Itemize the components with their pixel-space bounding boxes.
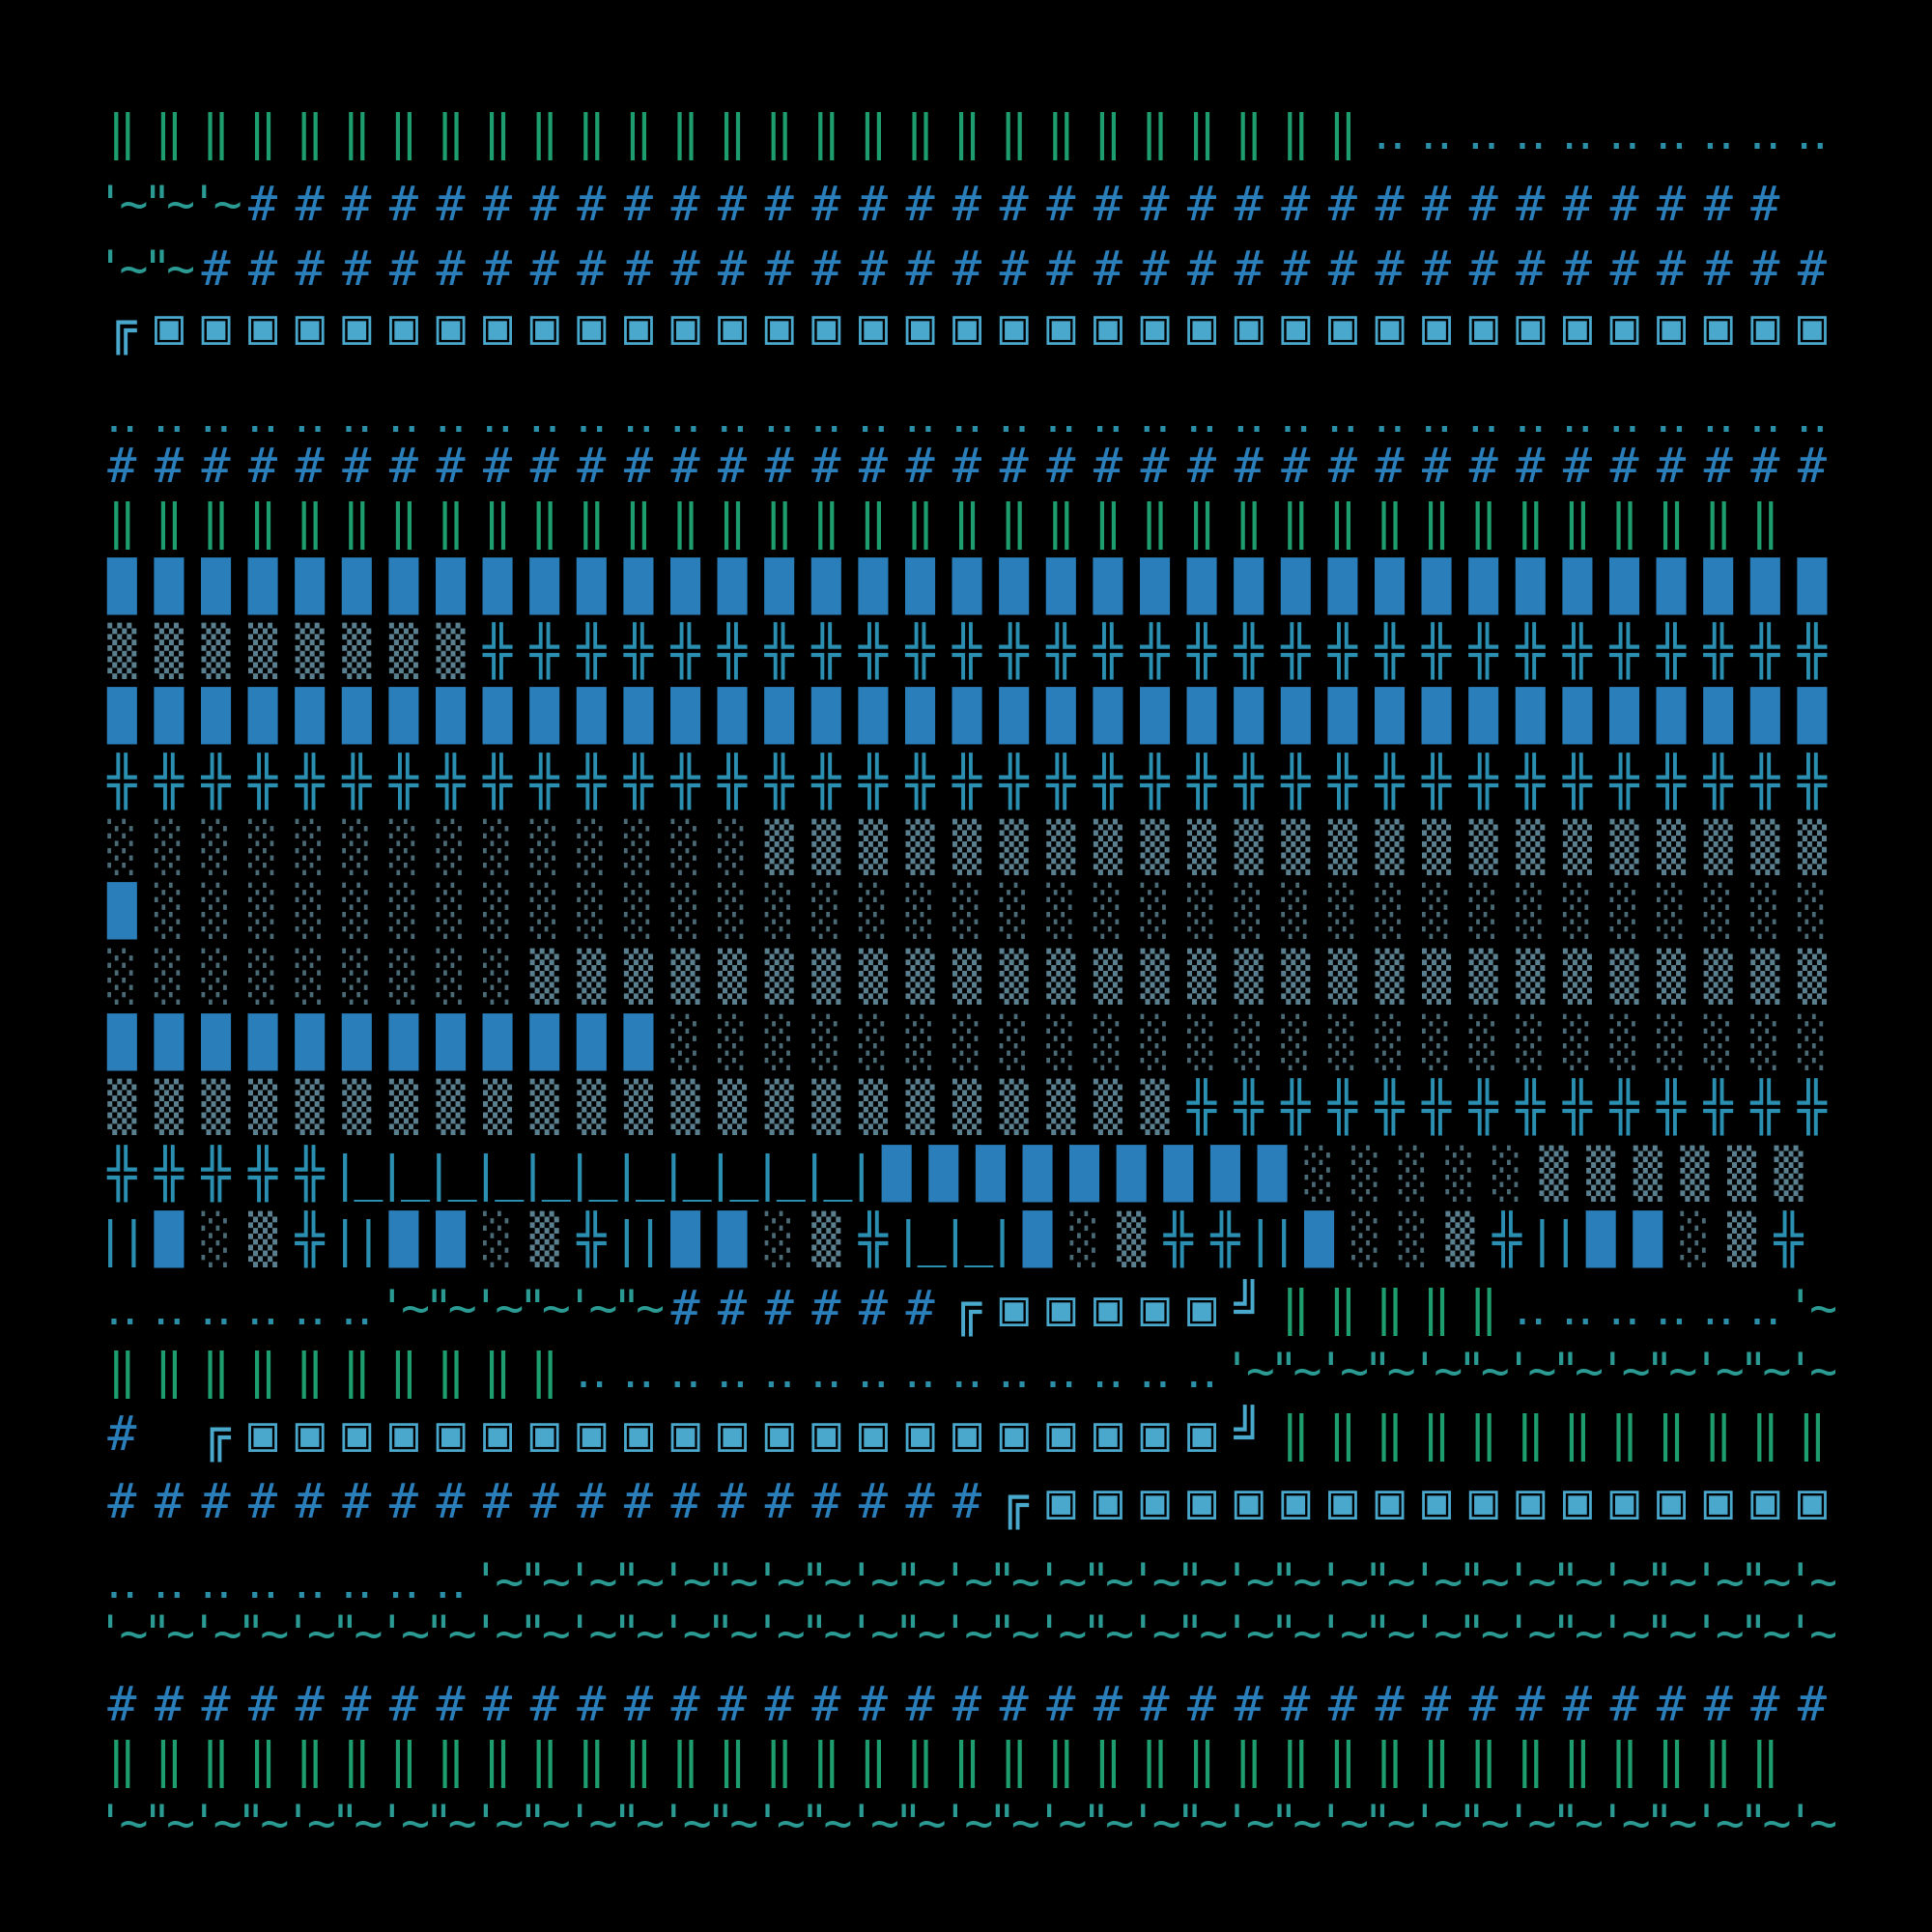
glyph-row: █ █ █ █ █ █ █ █ █ █ █ █ █ █ █ █ █ █ █ █ █ █ █ █ █ █ █ █ █ █ █ █ █ █ █ █ █	[106, 557, 1828, 615]
glyph-row: '~"~'~"~'~"~'~"~'~"~'~"~'~"~'~"~'~"~'~"~…	[96, 1795, 1932, 1851]
glyph-row: ‥ ‥ ‥ ‥ ‥ ‥ ‥ ‥ ‥ ‥ ‥ ‥ ‥ ‥ ‥ ‥ ‥ ‥ ‥ ‥ ‥ ‥ ‥ ‥ ‥ ‥ ‥ ‥ ‥ ‥ ‥ ‥ ‥ ‥ ‥ ‥ ‥	[106, 387, 1829, 443]
glyph-row: # # # # # # # # # # # # # # # # # # # # # # # # # # # # # # # # # # # # #	[107, 438, 1827, 494]
glyph-row: █ █ █ █ █ █ █ █ █ █ █ █ █ █ █ █ █ █ █ █ █ █ █ █ █ █ █ █ █ █ █ █ █ █ █ █ █	[106, 687, 1828, 745]
glyph-row: '~"~'~"~'~"~'~"~'~"~'~"~'~"~'~"~'~"~'~"~…	[96, 1605, 1932, 1662]
glyph-row: ‖ ‖ ‖ ‖ ‖ ‖ ‖ ‖ ‖ ‖ ‖ ‖ ‖ ‖ ‖ ‖ ‖ ‖ ‖ ‖ ‖ ‖ ‖ ‖ ‖ ‖ ‖ ‥ ‥ ‥ ‥ ‥ ‥ ‥ ‥ ‥ ‥	[107, 104, 1828, 160]
glyph-row: ‥ ‥ ‥ ‥ ‥ ‥'~"~'~"~'~"~ # # # # # # ╔ ▣ ▣ ▣ ▣ ▣ ╝ ‖ ‖ ‖ ‖ ‖ ‥ ‥ ‥ ‥…	[106, 1279, 1886, 1337]
glyph-row: █ █ █ █ █ █ █ █ █ █ █ █ ░ ░ ░ ░ ░ ░ ░ ░ ░ ░ ░ ░ ░ ░ ░ ░ ░ ░ ░ ░ ░ ░ ░ ░ ░	[106, 1013, 1827, 1071]
glyph-row: ‖ ‖ ‖ ‖ ‖ ‖ ‖ ‖ ‖ ‖ ‖ ‖ ‖ ‖ ‖ ‖ ‖ ‖ ‖ ‖ ‖ ‖ ‖ ‖ ‖ ‖ ‖ ‖ ‖ ‖ ‖ ‖ ‖ ‖ ‖ ‖	[107, 494, 1779, 550]
glyph-row: # ╔▣▣▣▣▣▣▣▣▣▣▣▣▣▣▣▣▣▣▣▣▣╝‖‖‖‖‖‖‖‖‖‖‖‖‖	[107, 1405, 1873, 1463]
glyph-row: ‖ ‖ ‖ ‖ ‖ ‖ ‖ ‖ ‖ ‖ ‖ ‖ ‖ ‖ ‖ ‖ ‖ ‖ ‖ ‖ ‖ ‖ ‖ ‖ ‖ ‖ ‖ ‖ ‖ ‖ ‖ ‖ ‖ ‖ ‖ ‖	[107, 1732, 1779, 1788]
glyph-row: '~"~ # # # # # # # # # # # # # # # # # # # # # # # # # # # # # # # # # # #	[96, 241, 1827, 297]
glyph-row: || █ ░ ▒ ╬ || █ █ ░ ▒ ╬ || █ █ ░ ▒ ╬ |_|_| █ ░ ▒ ╬ ╬ || █ ░ ░ ▒ ╬ || █…	[96, 1210, 1804, 1268]
glyph-grid: ‖ ‖ ‖ ‖ ‖ ‖ ‖ ‖ ‖ ‖ ‖ ‖ ‖ ‖ ‖ ‖ ‖ ‖ ‖ ‖ ‖ ‖ ‖ ‖ ‖ ‖ ‖ ‥ ‥ ‥ ‥ ‥ ‥ ‥ ‥ ‥ ‥ '~"…	[96, 104, 1932, 1851]
glyph-row: █ ░ ░ ░ ░ ░ ░ ░ ░ ░ ░ ░ ░ ░ ░ ░ ░ ░ ░ ░ ░ ░ ░ ░ ░ ░ ░ ░ ░ ░ ░ ░ ░ ░ ░ ░ ░	[106, 882, 1827, 940]
glyph-row: ‥ ‥ ‥ ‥ ‥ ‥ ‥ ‥'~"~'~"~'~"~'~"~'~"~'~"~'~"~'~"~…	[106, 1553, 1932, 1609]
glyph-row: ▒ ▒ ▒ ▒ ▒ ▒ ▒ ▒ ╬ ╬ ╬ ╬ ╬ ╬ ╬ ╬ ╬ ╬ ╬ ╬ ╬ ╬ ╬ ╬ ╬ ╬ ╬ ╬ ╬ ╬ ╬ ╬ ╬ ╬ ╬ ╬ ╬	[107, 622, 1828, 680]
glyph-row: ‖ ‖ ‖ ‖ ‖ ‖ ‖ ‖ ‖ ‖ ‥ ‥ ‥ ‥ ‥ ‥ ‥ ‥ ‥ ‥ ‥ ‥ ‥ ‥'~"~'~"~'~"~'~"~…	[107, 1343, 1932, 1399]
glyph-row: ╬ ╬ ╬ ╬ ╬ |_|_|_|_|_|_|_|_|_|_|_| █ █ █ █ █ █ █ █ █ ░ ░ ░…	[106, 1145, 1804, 1203]
glyph-row: ╬ ╬ ╬ ╬ ╬ ╬ ╬ ╬ ╬ ╬ ╬ ╬ ╬ ╬ ╬ ╬ ╬ ╬ ╬ ╬ ╬ ╬ ╬ ╬ ╬ ╬ ╬ ╬ ╬ ╬ ╬ ╬ ╬ ╬ ╬ ╬ ╬	[106, 753, 1828, 810]
glyph-row: # # # # # # # # # # # # # # # # # # # # # # # # # # # # # # # # # # # # #	[107, 1676, 1827, 1732]
glyph-row: ░ ░ ░ ░ ░ ░ ░ ░ ░ ░ ░ ░ ░ ░ ▒ ▒ ▒ ▒ ▒ ▒ ▒ ▒ ▒ ▒ ▒ ▒ ▒ ▒ ▒ ▒ ▒ ▒ ▒ ▒ ▒ ▒ ▒	[107, 818, 1828, 876]
glyph-row: ╔ ▣ ▣ ▣ ▣ ▣ ▣ ▣ ▣ ▣ ▣ ▣ ▣ ▣ ▣ ▣ ▣ ▣ ▣ ▣ ▣ ▣ ▣ ▣ ▣ ▣ ▣ ▣ ▣ ▣ ▣ ▣ ▣ ▣ ▣ ▣ ▣	[107, 298, 1827, 355]
glyph-row: ▒ ▒ ▒ ▒ ▒ ▒ ▒ ▒ ▒ ▒ ▒ ▒ ▒ ▒ ▒ ▒ ▒ ▒ ▒ ▒ ▒ ▒ ▒ ╬ ╬ ╬ ╬ ╬ ╬ ╬ ╬ ╬ ╬ ╬ ╬ ╬ ╬	[107, 1078, 1828, 1136]
glyph-row: ░ ░ ░ ░ ░ ░ ░ ░ ░ ▒ ▒ ▒ ▒ ▒ ▒ ▒ ▒ ▒ ▒ ▒ ▒ ▒ ▒ ▒ ▒ ▒ ▒ ▒ ▒ ▒ ▒ ▒ ▒ ▒ ▒ ▒ ▒	[107, 948, 1828, 1006]
glyph-row: '~"~'~ # # # # # # # # # # # # # # # # # # # # # # # # # # # # # # # # #	[96, 176, 1779, 232]
glyph-row: ###################╔▣▣▣▣▣▣▣▣▣▣▣▣▣▣▣▣▣▣▣	[107, 1473, 1920, 1530]
